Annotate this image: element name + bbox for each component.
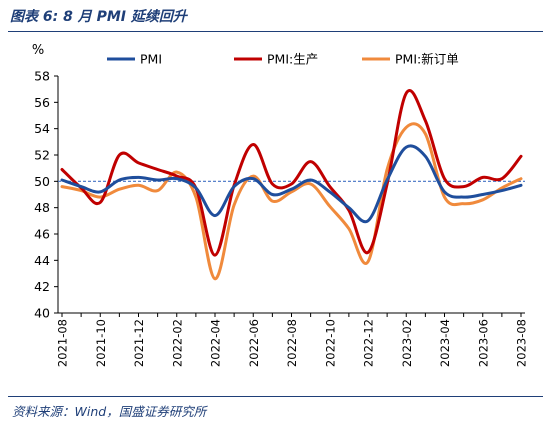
legend-label: PMI <box>140 52 162 67</box>
x-tick-label: 2023-06 <box>476 319 490 367</box>
y-tick-label: 42 <box>34 279 50 294</box>
line-chart: % 40 42 44 46 48 50 52 54 56 58 2021-08 2021-10 2021-… <box>32 43 529 367</box>
x-tick-label: 2023-08 <box>515 319 529 367</box>
y-tick-label: 46 <box>34 227 50 242</box>
source-note: 资料来源：Wind，国盛证券研究所 <box>12 404 207 419</box>
chart-axes: % 40 42 44 46 48 50 52 54 56 58 2021-08 2021-10 2021-… <box>32 43 529 367</box>
x-tick-label: 2022-08 <box>285 319 299 367</box>
y-tick-label: 54 <box>34 121 50 136</box>
y-tick-label: 58 <box>34 69 50 84</box>
x-tick-label: 2022-10 <box>323 319 337 367</box>
chart-legend: PMI PMI:生产 PMI:新订单 <box>107 52 459 67</box>
x-tick-label: 2022-12 <box>362 319 376 367</box>
x-tick-label: 2023-02 <box>400 319 414 367</box>
x-tick-label: 2023-04 <box>438 319 452 367</box>
series-line-2 <box>60 122 523 281</box>
x-tick-label: 2021-08 <box>56 319 70 367</box>
series-line-1 <box>60 89 523 257</box>
source-divider <box>8 396 543 397</box>
y-tick-label: 48 <box>34 200 50 215</box>
x-tick-label: 2022-04 <box>209 319 223 367</box>
x-tick-label: 2021-10 <box>94 319 108 367</box>
legend-label: PMI:新订单 <box>395 52 459 67</box>
x-tick-label: 2022-06 <box>247 319 261 367</box>
chart-series <box>60 89 523 281</box>
figure-title: 图表 6: 8 月 PMI 延续回升 <box>10 9 187 25</box>
title-divider <box>8 31 543 32</box>
y-tick-label: 44 <box>34 253 50 268</box>
y-tick-label: 52 <box>34 148 50 163</box>
y-tick-label: 50 <box>34 174 50 189</box>
y-tick-label: 40 <box>34 306 50 321</box>
series-line-0 <box>60 144 523 224</box>
y-tick-label: 56 <box>34 95 50 110</box>
x-tick-label: 2022-02 <box>170 319 184 367</box>
x-tick-label: 2021-12 <box>132 319 146 367</box>
legend-label: PMI:生产 <box>267 52 318 67</box>
y-unit-label: % <box>32 43 44 58</box>
